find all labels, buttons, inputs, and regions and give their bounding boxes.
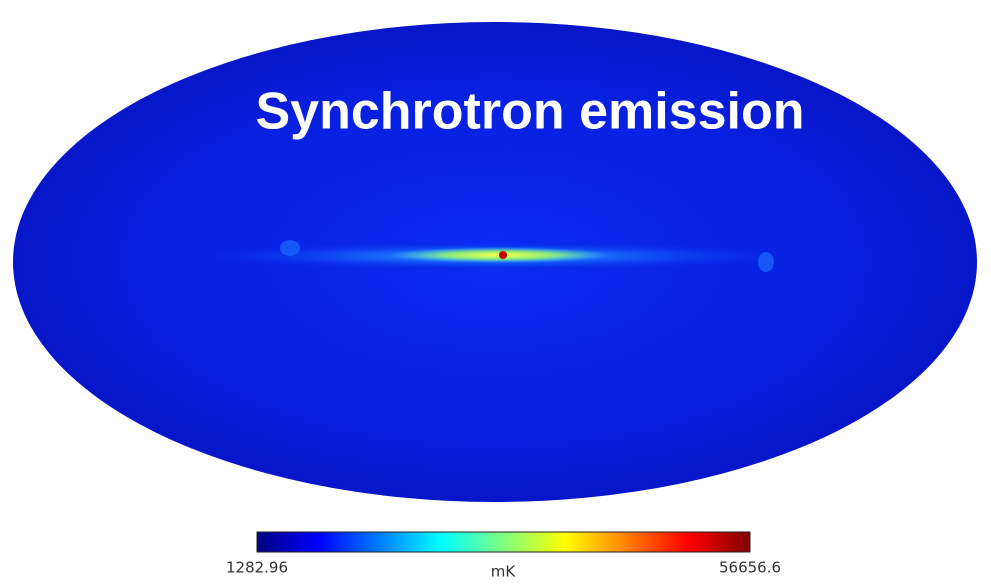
title: Synchrotron emission bbox=[256, 83, 805, 141]
source bbox=[280, 240, 300, 256]
colorbar-max: 56656.6 bbox=[719, 559, 781, 577]
colorbar bbox=[257, 532, 750, 552]
center-peak bbox=[499, 251, 507, 259]
sky-map-figure: Synchrotron emission 1282.96 mK 56656.6 bbox=[0, 0, 991, 584]
colorbar-unit: mK bbox=[491, 563, 517, 581]
colorbar-min: 1282.96 bbox=[226, 559, 288, 577]
source bbox=[758, 252, 774, 272]
